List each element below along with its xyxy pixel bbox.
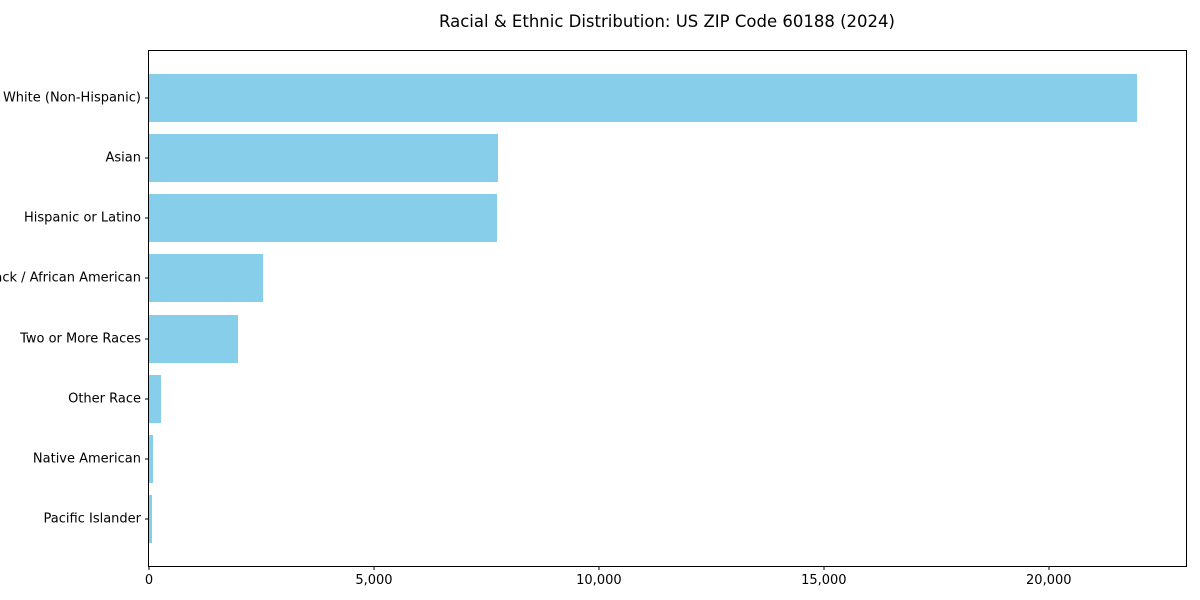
bar-native-american (149, 434, 154, 483)
y-tick-pacific-islander (145, 518, 149, 520)
y-tick-label-white-non-hispanic: White (Non-Hispanic) (2, 90, 141, 106)
y-tick-label-other-race: Other Race (68, 391, 141, 407)
bar-pacific-islander (149, 494, 153, 543)
x-tick-label-10000: 10,000 (576, 573, 622, 588)
y-tick-white-non-hispanic (145, 97, 149, 99)
bar-asian (149, 134, 499, 183)
y-tick-label-hispanic-or-latino: Hispanic or Latino (23, 210, 141, 226)
x-tick-5000 (373, 566, 375, 570)
x-tick-label-15000: 15,000 (801, 573, 847, 588)
y-tick-other-race (145, 398, 149, 400)
plot-area: White (Non-Hispanic) Asian Hispanic or Lat… (0, 50, 1187, 588)
x-tick-label-0: 0 (144, 573, 154, 588)
y-tick-two-or-more-races (145, 338, 149, 339)
x-tick-0 (148, 566, 150, 570)
bar-other-race (149, 374, 162, 423)
y-tick-label-asian: Asian (105, 150, 141, 166)
chart-title: Racial & Ethnic Distribution: US ZIP Cod… (439, 12, 895, 31)
y-tick-label-native-american: Native American (32, 451, 141, 467)
y-tick-asian (145, 157, 149, 159)
bar-two-or-more-races (149, 314, 239, 363)
y-tick-label-two-or-more-races: Two or More Races (20, 331, 141, 346)
bar-white-non-hispanic (149, 74, 1137, 123)
x-tick-10000 (598, 566, 600, 570)
x-tick-15000 (823, 566, 825, 570)
x-tick-20000 (1048, 566, 1050, 570)
y-tick-label-pacific-islander: Pacific Islander (43, 511, 141, 527)
y-tick-black-african-american (145, 277, 149, 279)
y-tick-label-black-african-american: Black / African American (0, 270, 141, 286)
y-tick-hispanic-or-latino (145, 217, 149, 219)
x-tick-label-20000: 20,000 (1026, 573, 1072, 588)
bar-hispanic-or-latino (149, 194, 497, 243)
bar-black-african-american (149, 254, 263, 303)
y-tick-native-american (145, 458, 149, 460)
x-tick-label-5000: 5,000 (355, 573, 393, 588)
